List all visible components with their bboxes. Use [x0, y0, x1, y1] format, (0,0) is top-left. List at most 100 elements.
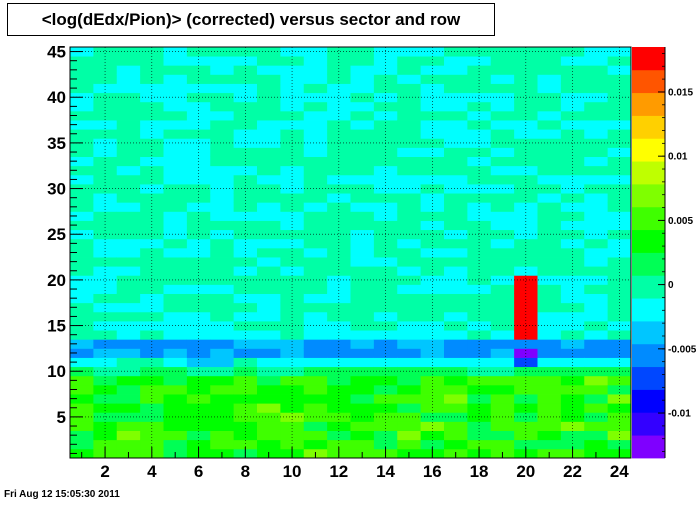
heatmap-cell — [584, 165, 609, 176]
heatmap-cell — [420, 101, 445, 112]
heatmap-cell — [210, 156, 235, 167]
heatmap-cell — [327, 302, 351, 313]
heatmap-cell — [444, 321, 468, 331]
heatmap-cell — [257, 330, 281, 340]
y-tick-label: 35 — [47, 134, 66, 153]
heatmap-cell — [373, 302, 398, 313]
heatmap-cell — [397, 247, 422, 258]
heatmap-cell — [397, 257, 422, 267]
heatmap-cell — [397, 403, 422, 413]
colorbar-tick-label: 0 — [668, 280, 674, 291]
heatmap-cell — [444, 311, 468, 322]
heatmap-cell — [350, 56, 375, 66]
heatmap-cell — [257, 202, 281, 212]
heatmap-cell — [186, 412, 211, 422]
heatmap-cell — [257, 348, 281, 358]
heatmap-cell — [140, 293, 164, 304]
heatmap-cell — [303, 110, 328, 121]
heatmap-cell — [327, 311, 351, 322]
heatmap-cell — [420, 330, 445, 340]
heatmap-cell — [584, 110, 609, 121]
heatmap-cell — [70, 375, 94, 386]
heatmap-cell — [350, 211, 375, 221]
heatmap-cell — [467, 110, 492, 121]
heatmap-cell — [116, 184, 141, 194]
colorbar-swatch — [632, 206, 665, 231]
heatmap-cell — [116, 439, 141, 450]
heatmap-cell — [350, 421, 375, 431]
heatmap-cell — [397, 330, 422, 340]
heatmap-cell — [467, 275, 492, 285]
heatmap-cell — [607, 257, 632, 267]
heatmap-cell — [116, 357, 141, 368]
chart-title: <log(dEdx/Pion)> (corrected) versus sect… — [7, 3, 495, 36]
heatmap-cell — [490, 193, 515, 203]
heatmap-cell — [584, 101, 609, 112]
heatmap-cell — [93, 284, 118, 294]
heatmap-cell — [303, 357, 328, 368]
heatmap-cell — [560, 74, 585, 84]
heatmap-cell — [210, 229, 235, 240]
heatmap-cell — [584, 321, 609, 331]
heatmap-cell — [303, 266, 328, 276]
heatmap-cell — [584, 412, 609, 422]
heatmap-cell — [467, 129, 492, 139]
heatmap-cell — [607, 238, 632, 249]
heatmap-cell — [607, 430, 632, 441]
heatmap-cell — [303, 284, 328, 294]
heatmap-cell — [303, 65, 328, 75]
heatmap-cell — [93, 220, 118, 231]
heatmap-cell — [420, 412, 445, 422]
heatmap-cell — [93, 439, 118, 450]
heatmap-cell — [537, 375, 562, 386]
heatmap-cell — [327, 56, 351, 66]
heatmap-cell — [93, 101, 118, 112]
heatmap-cell — [490, 211, 515, 221]
heatmap-cell — [444, 138, 468, 148]
heatmap-cell — [210, 394, 235, 404]
heatmap-cell — [210, 375, 235, 386]
heatmap-cell — [444, 394, 468, 404]
heatmap-cell — [163, 83, 188, 94]
heatmap-cell — [327, 247, 351, 258]
heatmap-cell — [327, 65, 351, 75]
heatmap-cell — [303, 403, 328, 413]
heatmap-cell — [303, 202, 328, 212]
heatmap-cell — [584, 147, 609, 157]
heatmap-cell — [397, 220, 422, 231]
heatmap-cell — [233, 74, 258, 84]
heatmap-cell — [420, 74, 445, 84]
heatmap-cell — [186, 229, 211, 240]
heatmap-cell — [210, 257, 235, 267]
heatmap-cell — [350, 92, 375, 103]
heatmap-cell — [560, 293, 585, 304]
heatmap-cell — [116, 238, 141, 249]
heatmap-cell — [584, 348, 609, 358]
heatmap-cell — [116, 56, 141, 66]
heatmap-cell — [514, 311, 538, 322]
heatmap-cell — [327, 83, 351, 94]
heatmap-cell — [350, 174, 375, 185]
heatmap-cell — [397, 266, 422, 276]
heatmap-cell — [70, 83, 94, 94]
heatmap-cell — [303, 366, 328, 377]
heatmap-cell — [584, 384, 609, 395]
heatmap-cell — [444, 439, 468, 450]
heatmap-cell — [444, 202, 468, 212]
heatmap-cell — [467, 56, 492, 66]
heatmap-cell — [257, 302, 281, 313]
heatmap-cell — [373, 247, 398, 258]
heatmap-cell — [303, 430, 328, 441]
heatmap-cell — [560, 257, 585, 267]
heatmap-cell — [584, 275, 609, 285]
heatmap-cell — [397, 439, 422, 450]
heatmap-cell — [584, 47, 609, 57]
heatmap-cell — [490, 156, 515, 167]
heatmap-cell — [444, 120, 468, 130]
heatmap-cell — [560, 247, 585, 258]
heatmap-cell — [233, 247, 258, 258]
colorbar-swatch — [632, 389, 665, 413]
heatmap-cell — [140, 211, 164, 221]
heatmap-cell — [140, 275, 164, 285]
heatmap-cell — [210, 311, 235, 322]
